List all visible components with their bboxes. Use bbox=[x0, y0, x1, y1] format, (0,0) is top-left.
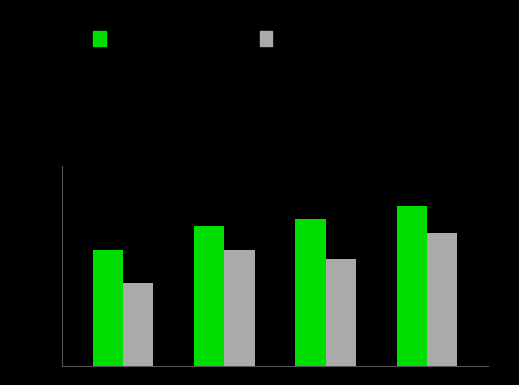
Bar bbox=[397, 206, 427, 366]
Bar bbox=[194, 226, 224, 366]
Bar bbox=[93, 250, 123, 366]
Bar bbox=[123, 283, 154, 366]
Bar bbox=[427, 233, 457, 366]
Bar bbox=[295, 219, 326, 366]
Bar bbox=[326, 259, 356, 366]
Bar bbox=[224, 250, 255, 366]
